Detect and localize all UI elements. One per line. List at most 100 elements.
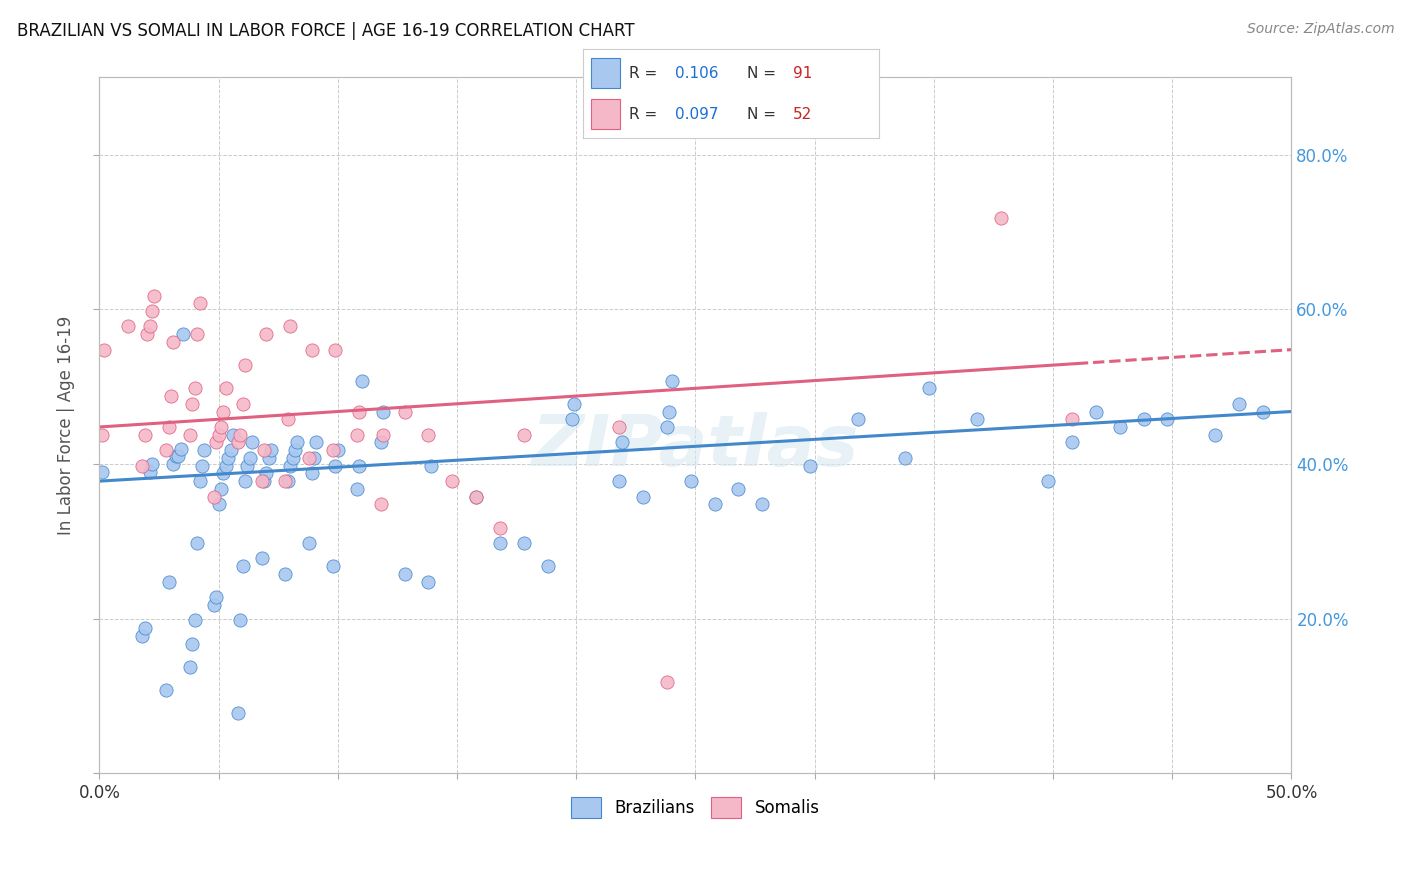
Point [165,450,187,464]
Point [894,450,917,465]
Point [209,482,232,496]
Point [373,404,395,418]
Point [233,358,256,372]
Point [202,598,225,612]
Point [215,458,238,473]
Point [281,450,304,465]
Point [326,443,349,458]
Point [1062,435,1084,450]
Point [229,613,252,627]
Point [661,374,683,388]
Point [394,566,416,581]
Legend: Brazilians, Somalis: Brazilians, Somalis [564,790,827,824]
Point [215,381,238,395]
Text: BRAZILIAN VS SOMALI IN LABOR FORCE | AGE 16-19 CORRELATION CHART: BRAZILIAN VS SOMALI IN LABOR FORCE | AGE… [17,22,634,40]
Point [209,420,232,434]
Point [90,427,112,442]
Point [298,536,321,550]
Point [90,465,112,479]
Y-axis label: In Labor Force | Age 16-19: In Labor Force | Age 16-19 [58,316,75,535]
Point [208,497,231,511]
Point [1251,404,1274,418]
Point [465,490,488,504]
Point [679,474,702,488]
Point [610,435,633,450]
Text: N =: N = [748,66,782,80]
Point [184,613,207,627]
Point [231,397,253,411]
Text: R =: R = [630,66,662,80]
Point [222,427,245,442]
Point [278,319,301,334]
Point [231,559,253,574]
Point [208,427,231,442]
Point [751,497,773,511]
Point [560,412,582,426]
Point [157,420,180,434]
Point [155,682,177,697]
Point [253,474,276,488]
Point [205,435,228,450]
Point [918,381,941,395]
Point [537,559,560,574]
Point [562,397,585,411]
Point [489,536,512,550]
Point [305,435,328,450]
Point [205,590,228,604]
Point [655,420,678,434]
Point [1108,420,1130,434]
Point [658,404,681,418]
Point [302,450,325,465]
Bar [591,99,620,129]
Point [277,412,299,426]
Point [301,343,323,357]
Point [162,334,184,349]
Point [236,458,259,473]
Point [181,636,204,650]
Point [254,467,277,481]
Point [513,536,536,550]
Point [298,450,321,465]
Point [274,566,297,581]
Point [155,443,177,458]
Point [160,389,183,403]
Point [134,621,156,635]
Point [186,327,208,342]
Point [250,474,273,488]
Point [117,319,139,334]
Text: N =: N = [748,107,782,121]
Point [419,458,441,473]
Point [169,442,191,456]
Point [631,490,654,504]
Point [191,458,214,473]
Point [239,450,262,465]
Point [1038,474,1060,488]
Point [131,629,153,643]
Text: ZIPatlas: ZIPatlas [531,412,859,481]
Point [1227,397,1250,411]
Point [226,435,249,450]
Point [301,467,323,481]
Point [349,458,371,473]
Point [1062,412,1084,426]
Point [418,574,440,589]
Point [138,319,160,334]
Point [325,343,347,357]
Point [966,412,988,426]
Point [179,427,201,442]
Point [233,474,256,488]
Point [322,443,344,458]
Point [655,675,678,690]
Point [350,374,373,388]
Point [727,482,749,496]
Point [799,458,821,473]
Point [134,427,156,442]
Point [370,497,392,511]
Point [441,474,464,488]
Point [349,404,371,418]
Text: Source: ZipAtlas.com: Source: ZipAtlas.com [1247,22,1395,37]
Point [278,458,301,473]
Point [394,404,416,418]
Point [162,457,184,471]
Point [373,427,395,442]
